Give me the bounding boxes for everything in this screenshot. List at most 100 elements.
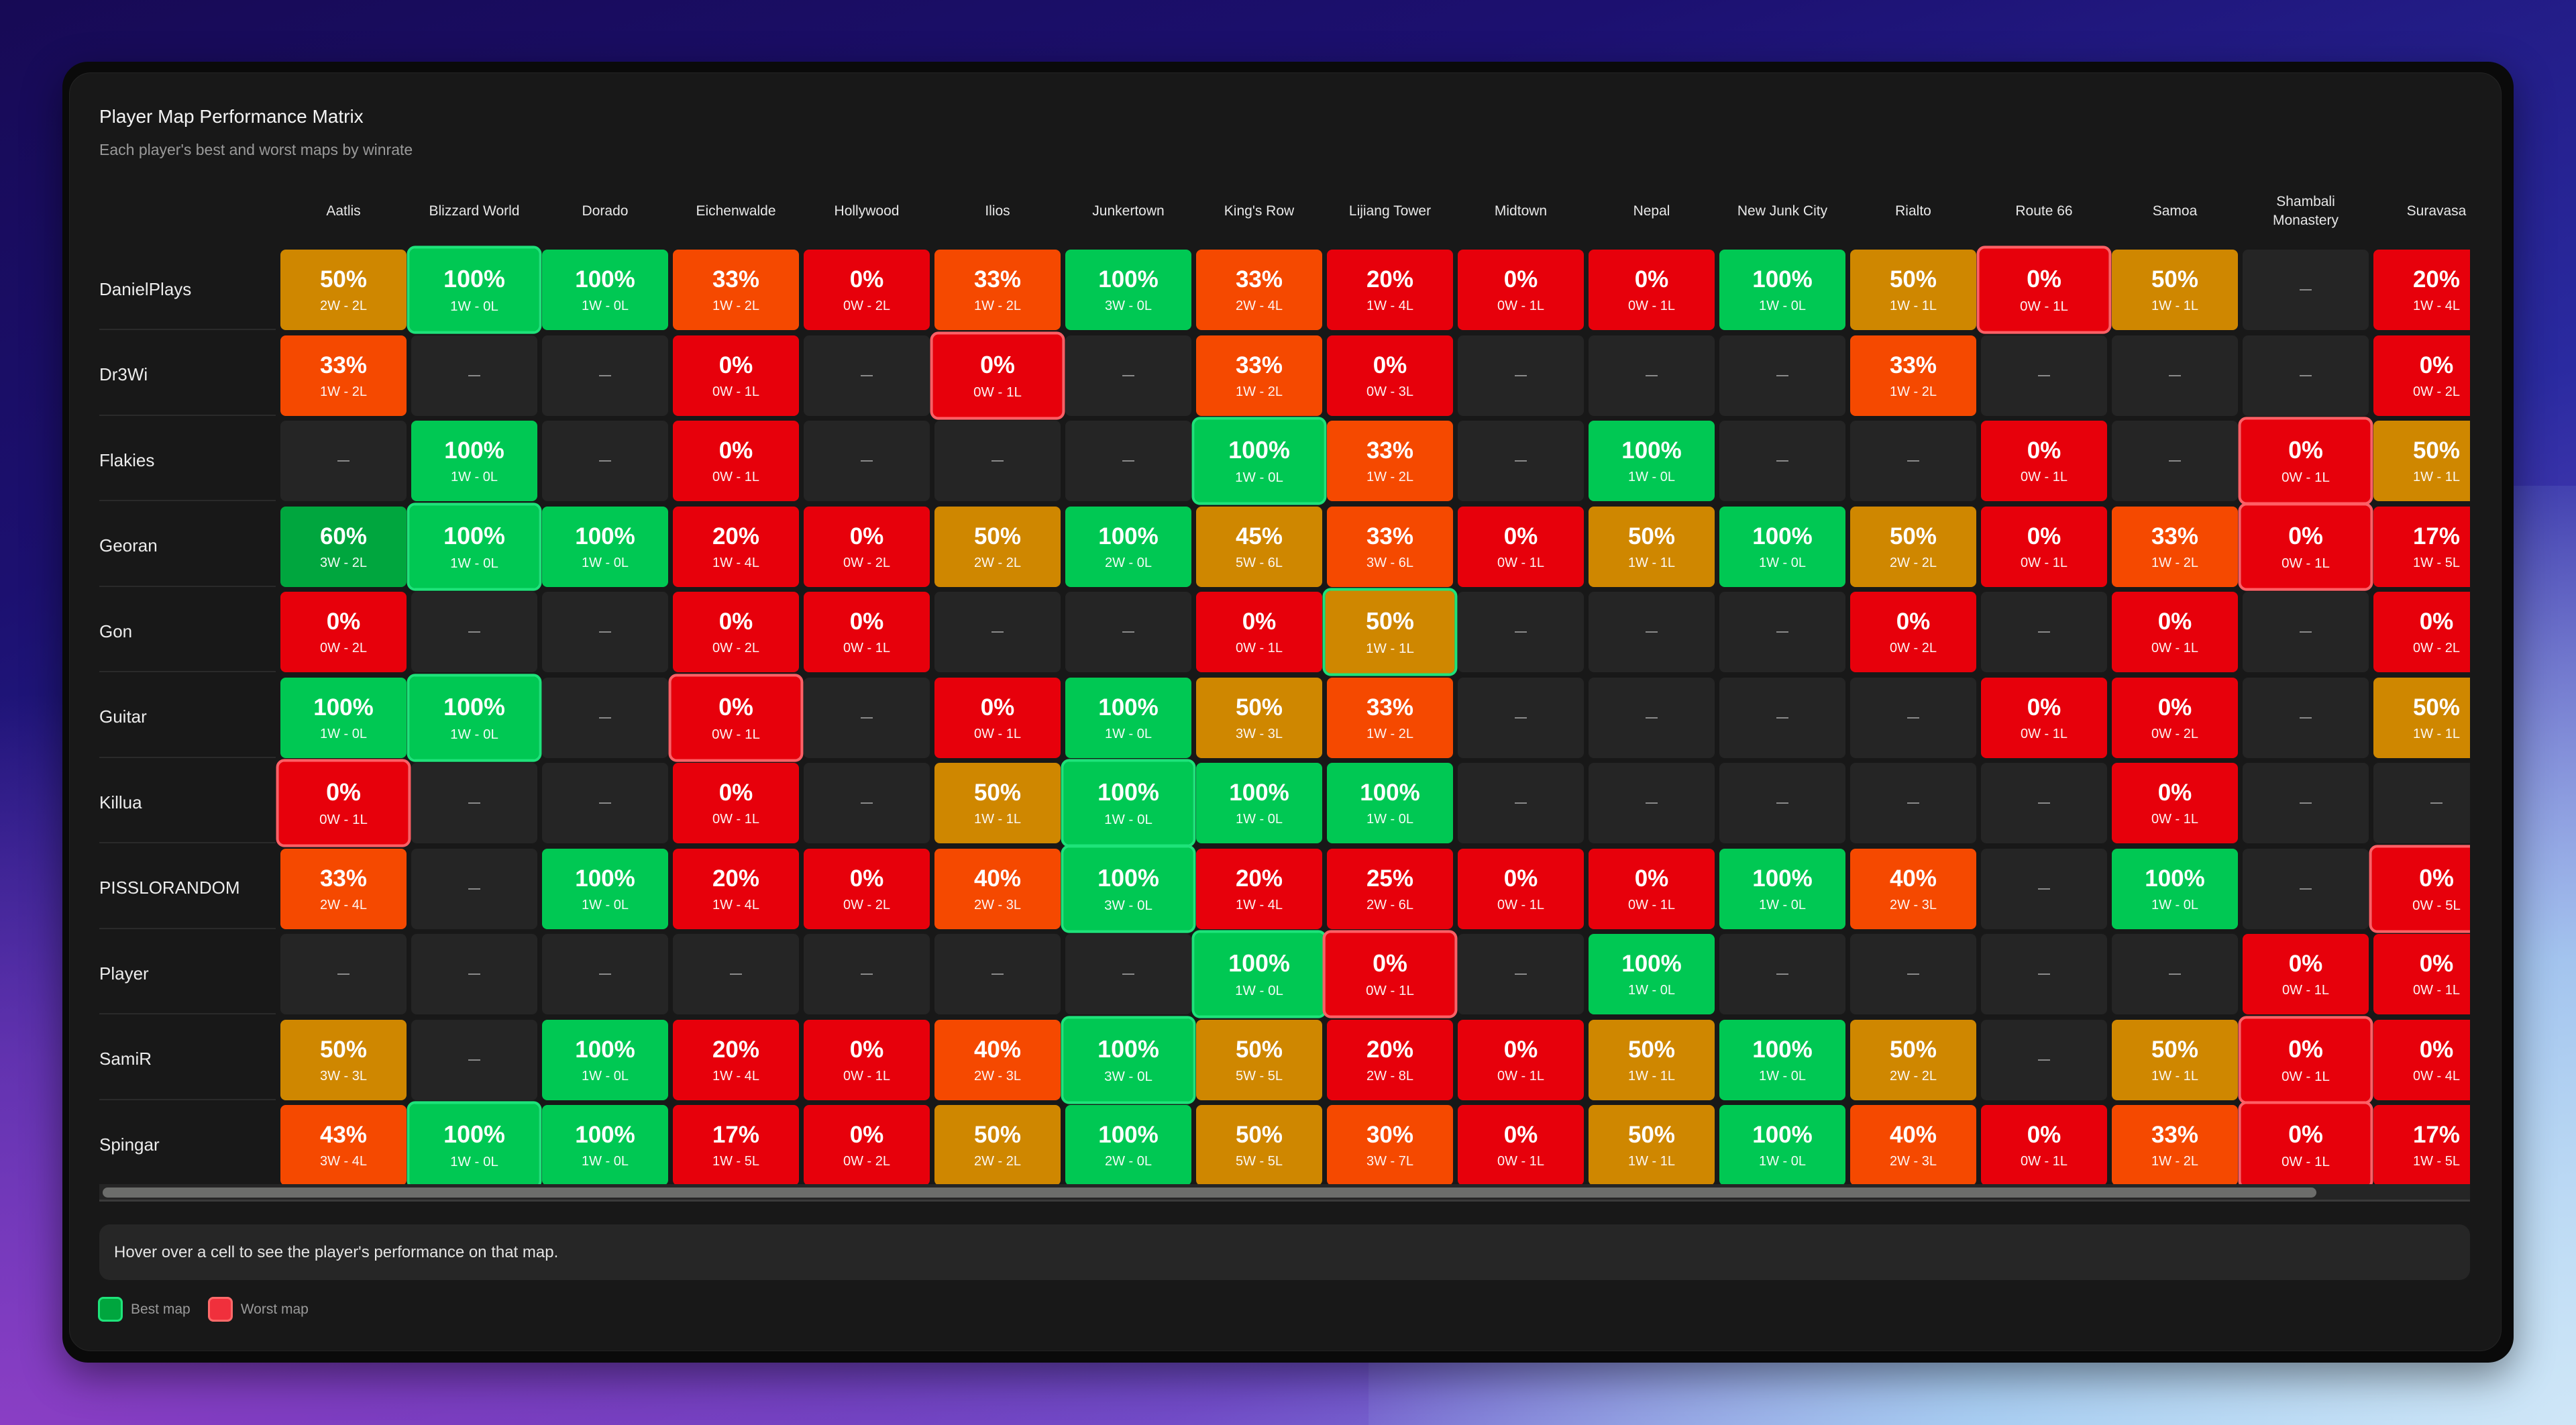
matrix-cell-dr3wi-blizzard-world[interactable] bbox=[411, 335, 537, 416]
matrix-cell-pisslorandom-hollywood[interactable]: 0% 0W - 2L bbox=[804, 848, 930, 929]
matrix-cell-georan-eichenwalde[interactable]: 20% 1W - 4L bbox=[673, 506, 799, 587]
matrix-cell-danielplays-midtown[interactable]: 0% 0W - 1L bbox=[1458, 250, 1584, 330]
matrix-cell-flakies-eichenwalde[interactable]: 0% 0W - 1L bbox=[673, 421, 799, 501]
matrix-cell-dr3wi-hollywood[interactable] bbox=[804, 335, 930, 416]
matrix-cell-gon-lijiang-tower[interactable]: 50% 1W - 1L bbox=[1322, 588, 1458, 676]
matrix-cell-pisslorandom-aatlis[interactable]: 33% 2W - 4L bbox=[280, 848, 407, 929]
matrix-cell-killua-lijiang-tower[interactable]: 100% 1W - 0L bbox=[1327, 763, 1453, 843]
matrix-cell-player-king-s-row[interactable]: 100% 1W - 0L bbox=[1191, 930, 1327, 1018]
matrix-cell-guitar-suravasa[interactable]: 50% 1W - 1L bbox=[2373, 677, 2470, 758]
matrix-cell-player-shambali-monastery[interactable]: 0% 0W - 1L bbox=[2243, 934, 2369, 1014]
matrix-cell-guitar-nepal[interactable] bbox=[1589, 677, 1715, 758]
matrix-cell-player-blizzard-world[interactable] bbox=[411, 934, 537, 1014]
matrix-cell-danielplays-rialto[interactable]: 50% 1W - 1L bbox=[1850, 250, 1976, 330]
matrix-cell-georan-blizzard-world[interactable]: 100% 1W - 0L bbox=[407, 502, 542, 591]
matrix-cell-flakies-ilios[interactable] bbox=[934, 421, 1061, 501]
matrix-cell-player-lijiang-tower[interactable]: 0% 0W - 1L bbox=[1322, 930, 1458, 1018]
matrix-cell-georan-dorado[interactable]: 100% 1W - 0L bbox=[542, 506, 668, 587]
matrix-cell-killua-hollywood[interactable] bbox=[804, 763, 930, 843]
matrix-cell-pisslorandom-junkertown[interactable]: 100% 3W - 0L bbox=[1061, 844, 1196, 933]
matrix-cell-flakies-midtown[interactable] bbox=[1458, 421, 1584, 501]
matrix-cell-killua-dorado[interactable] bbox=[542, 763, 668, 843]
matrix-cell-samir-king-s-row[interactable]: 50% 5W - 5L bbox=[1196, 1019, 1322, 1100]
matrix-cell-spingar-blizzard-world[interactable]: 100% 1W - 0L bbox=[407, 1101, 542, 1184]
matrix-cell-flakies-hollywood[interactable] bbox=[804, 421, 930, 501]
matrix-cell-dr3wi-ilios[interactable]: 0% 0W - 1L bbox=[930, 331, 1065, 420]
matrix-cell-danielplays-suravasa[interactable]: 20% 1W - 4L bbox=[2373, 250, 2470, 330]
scrollbar-thumb[interactable] bbox=[103, 1188, 2316, 1198]
matrix-cell-killua-blizzard-world[interactable] bbox=[411, 763, 537, 843]
matrix-cell-danielplays-nepal[interactable]: 0% 0W - 1L bbox=[1589, 250, 1715, 330]
matrix-cell-samir-shambali-monastery[interactable]: 0% 0W - 1L bbox=[2238, 1015, 2373, 1104]
matrix-cell-danielplays-new-junk-city[interactable]: 100% 1W - 0L bbox=[1719, 250, 1845, 330]
matrix-cell-flakies-new-junk-city[interactable] bbox=[1719, 421, 1845, 501]
matrix-cell-pisslorandom-suravasa[interactable]: 0% 0W - 5L bbox=[2369, 844, 2470, 933]
matrix-cell-killua-route-66[interactable] bbox=[1981, 763, 2107, 843]
matrix-cell-samir-rialto[interactable]: 50% 2W - 2L bbox=[1850, 1019, 1976, 1100]
matrix-cell-dr3wi-king-s-row[interactable]: 33% 1W - 2L bbox=[1196, 335, 1322, 416]
matrix-cell-guitar-aatlis[interactable]: 100% 1W - 0L bbox=[280, 677, 407, 758]
matrix-cell-danielplays-lijiang-tower[interactable]: 20% 1W - 4L bbox=[1327, 250, 1453, 330]
matrix-cell-flakies-junkertown[interactable] bbox=[1065, 421, 1191, 501]
matrix-cell-danielplays-samoa[interactable]: 50% 1W - 1L bbox=[2112, 250, 2238, 330]
matrix-cell-georan-midtown[interactable]: 0% 0W - 1L bbox=[1458, 506, 1584, 587]
matrix-cell-gon-route-66[interactable] bbox=[1981, 592, 2107, 672]
matrix-cell-pisslorandom-blizzard-world[interactable] bbox=[411, 848, 537, 929]
matrix-cell-guitar-ilios[interactable]: 0% 0W - 1L bbox=[934, 677, 1061, 758]
matrix-cell-georan-ilios[interactable]: 50% 2W - 2L bbox=[934, 506, 1061, 587]
matrix-cell-georan-king-s-row[interactable]: 45% 5W - 6L bbox=[1196, 506, 1322, 587]
matrix-cell-samir-junkertown[interactable]: 100% 3W - 0L bbox=[1061, 1015, 1196, 1104]
matrix-cell-georan-suravasa[interactable]: 17% 1W - 5L bbox=[2373, 506, 2470, 587]
matrix-cell-flakies-king-s-row[interactable]: 100% 1W - 0L bbox=[1191, 417, 1327, 505]
matrix-cell-spingar-ilios[interactable]: 50% 2W - 2L bbox=[934, 1105, 1061, 1184]
matrix-cell-killua-ilios[interactable]: 50% 1W - 1L bbox=[934, 763, 1061, 843]
matrix-cell-killua-aatlis[interactable]: 0% 0W - 1L bbox=[276, 759, 411, 847]
matrix-cell-georan-route-66[interactable]: 0% 0W - 1L bbox=[1981, 506, 2107, 587]
matrix-cell-gon-nepal[interactable] bbox=[1589, 592, 1715, 672]
matrix-cell-gon-aatlis[interactable]: 0% 0W - 2L bbox=[280, 592, 407, 672]
matrix-cell-danielplays-ilios[interactable]: 33% 1W - 2L bbox=[934, 250, 1061, 330]
matrix-cell-georan-junkertown[interactable]: 100% 2W - 0L bbox=[1065, 506, 1191, 587]
matrix-cell-gon-dorado[interactable] bbox=[542, 592, 668, 672]
matrix-cell-pisslorandom-eichenwalde[interactable]: 20% 1W - 4L bbox=[673, 848, 799, 929]
matrix-cell-danielplays-dorado[interactable]: 100% 1W - 0L bbox=[542, 250, 668, 330]
matrix-cell-georan-hollywood[interactable]: 0% 0W - 2L bbox=[804, 506, 930, 587]
matrix-cell-spingar-route-66[interactable]: 0% 0W - 1L bbox=[1981, 1105, 2107, 1184]
matrix-cell-dr3wi-nepal[interactable] bbox=[1589, 335, 1715, 416]
matrix-cell-killua-suravasa[interactable] bbox=[2373, 763, 2470, 843]
matrix-cell-spingar-eichenwalde[interactable]: 17% 1W - 5L bbox=[673, 1105, 799, 1184]
matrix-cell-spingar-nepal[interactable]: 50% 1W - 1L bbox=[1589, 1105, 1715, 1184]
matrix-cell-danielplays-hollywood[interactable]: 0% 0W - 2L bbox=[804, 250, 930, 330]
matrix-cell-killua-samoa[interactable]: 0% 0W - 1L bbox=[2112, 763, 2238, 843]
matrix-cell-guitar-dorado[interactable] bbox=[542, 677, 668, 758]
matrix-cell-samir-ilios[interactable]: 40% 2W - 3L bbox=[934, 1019, 1061, 1100]
matrix-cell-gon-rialto[interactable]: 0% 0W - 2L bbox=[1850, 592, 1976, 672]
matrix-cell-pisslorandom-samoa[interactable]: 100% 1W - 0L bbox=[2112, 848, 2238, 929]
matrix-cell-guitar-samoa[interactable]: 0% 0W - 2L bbox=[2112, 677, 2238, 758]
matrix-cell-georan-new-junk-city[interactable]: 100% 1W - 0L bbox=[1719, 506, 1845, 587]
matrix-cell-player-aatlis[interactable] bbox=[280, 934, 407, 1014]
matrix-cell-flakies-nepal[interactable]: 100% 1W - 0L bbox=[1589, 421, 1715, 501]
matrix-cell-player-rialto[interactable] bbox=[1850, 934, 1976, 1014]
matrix-cell-georan-shambali-monastery[interactable]: 0% 0W - 1L bbox=[2238, 502, 2373, 591]
matrix-cell-killua-rialto[interactable] bbox=[1850, 763, 1976, 843]
matrix-cell-guitar-midtown[interactable] bbox=[1458, 677, 1584, 758]
matrix-cell-spingar-hollywood[interactable]: 0% 0W - 2L bbox=[804, 1105, 930, 1184]
matrix-cell-dr3wi-lijiang-tower[interactable]: 0% 0W - 3L bbox=[1327, 335, 1453, 416]
matrix-cell-samir-dorado[interactable]: 100% 1W - 0L bbox=[542, 1019, 668, 1100]
matrix-cell-dr3wi-suravasa[interactable]: 0% 0W - 2L bbox=[2373, 335, 2470, 416]
matrix-cell-killua-midtown[interactable] bbox=[1458, 763, 1584, 843]
matrix-cell-samir-route-66[interactable] bbox=[1981, 1019, 2107, 1100]
matrix-cell-gon-suravasa[interactable]: 0% 0W - 2L bbox=[2373, 592, 2470, 672]
matrix-cell-georan-lijiang-tower[interactable]: 33% 3W - 6L bbox=[1327, 506, 1453, 587]
matrix-cell-danielplays-blizzard-world[interactable]: 100% 1W - 0L bbox=[407, 246, 542, 334]
matrix-cell-guitar-new-junk-city[interactable] bbox=[1719, 677, 1845, 758]
matrix-cell-georan-nepal[interactable]: 50% 1W - 1L bbox=[1589, 506, 1715, 587]
matrix-cell-spingar-rialto[interactable]: 40% 2W - 3L bbox=[1850, 1105, 1976, 1184]
matrix-cell-gon-samoa[interactable]: 0% 0W - 1L bbox=[2112, 592, 2238, 672]
matrix-cell-player-suravasa[interactable]: 0% 0W - 1L bbox=[2373, 934, 2470, 1014]
matrix-cell-killua-shambali-monastery[interactable] bbox=[2243, 763, 2369, 843]
matrix-cell-dr3wi-midtown[interactable] bbox=[1458, 335, 1584, 416]
matrix-cell-danielplays-junkertown[interactable]: 100% 3W - 0L bbox=[1065, 250, 1191, 330]
matrix-cell-dr3wi-dorado[interactable] bbox=[542, 335, 668, 416]
